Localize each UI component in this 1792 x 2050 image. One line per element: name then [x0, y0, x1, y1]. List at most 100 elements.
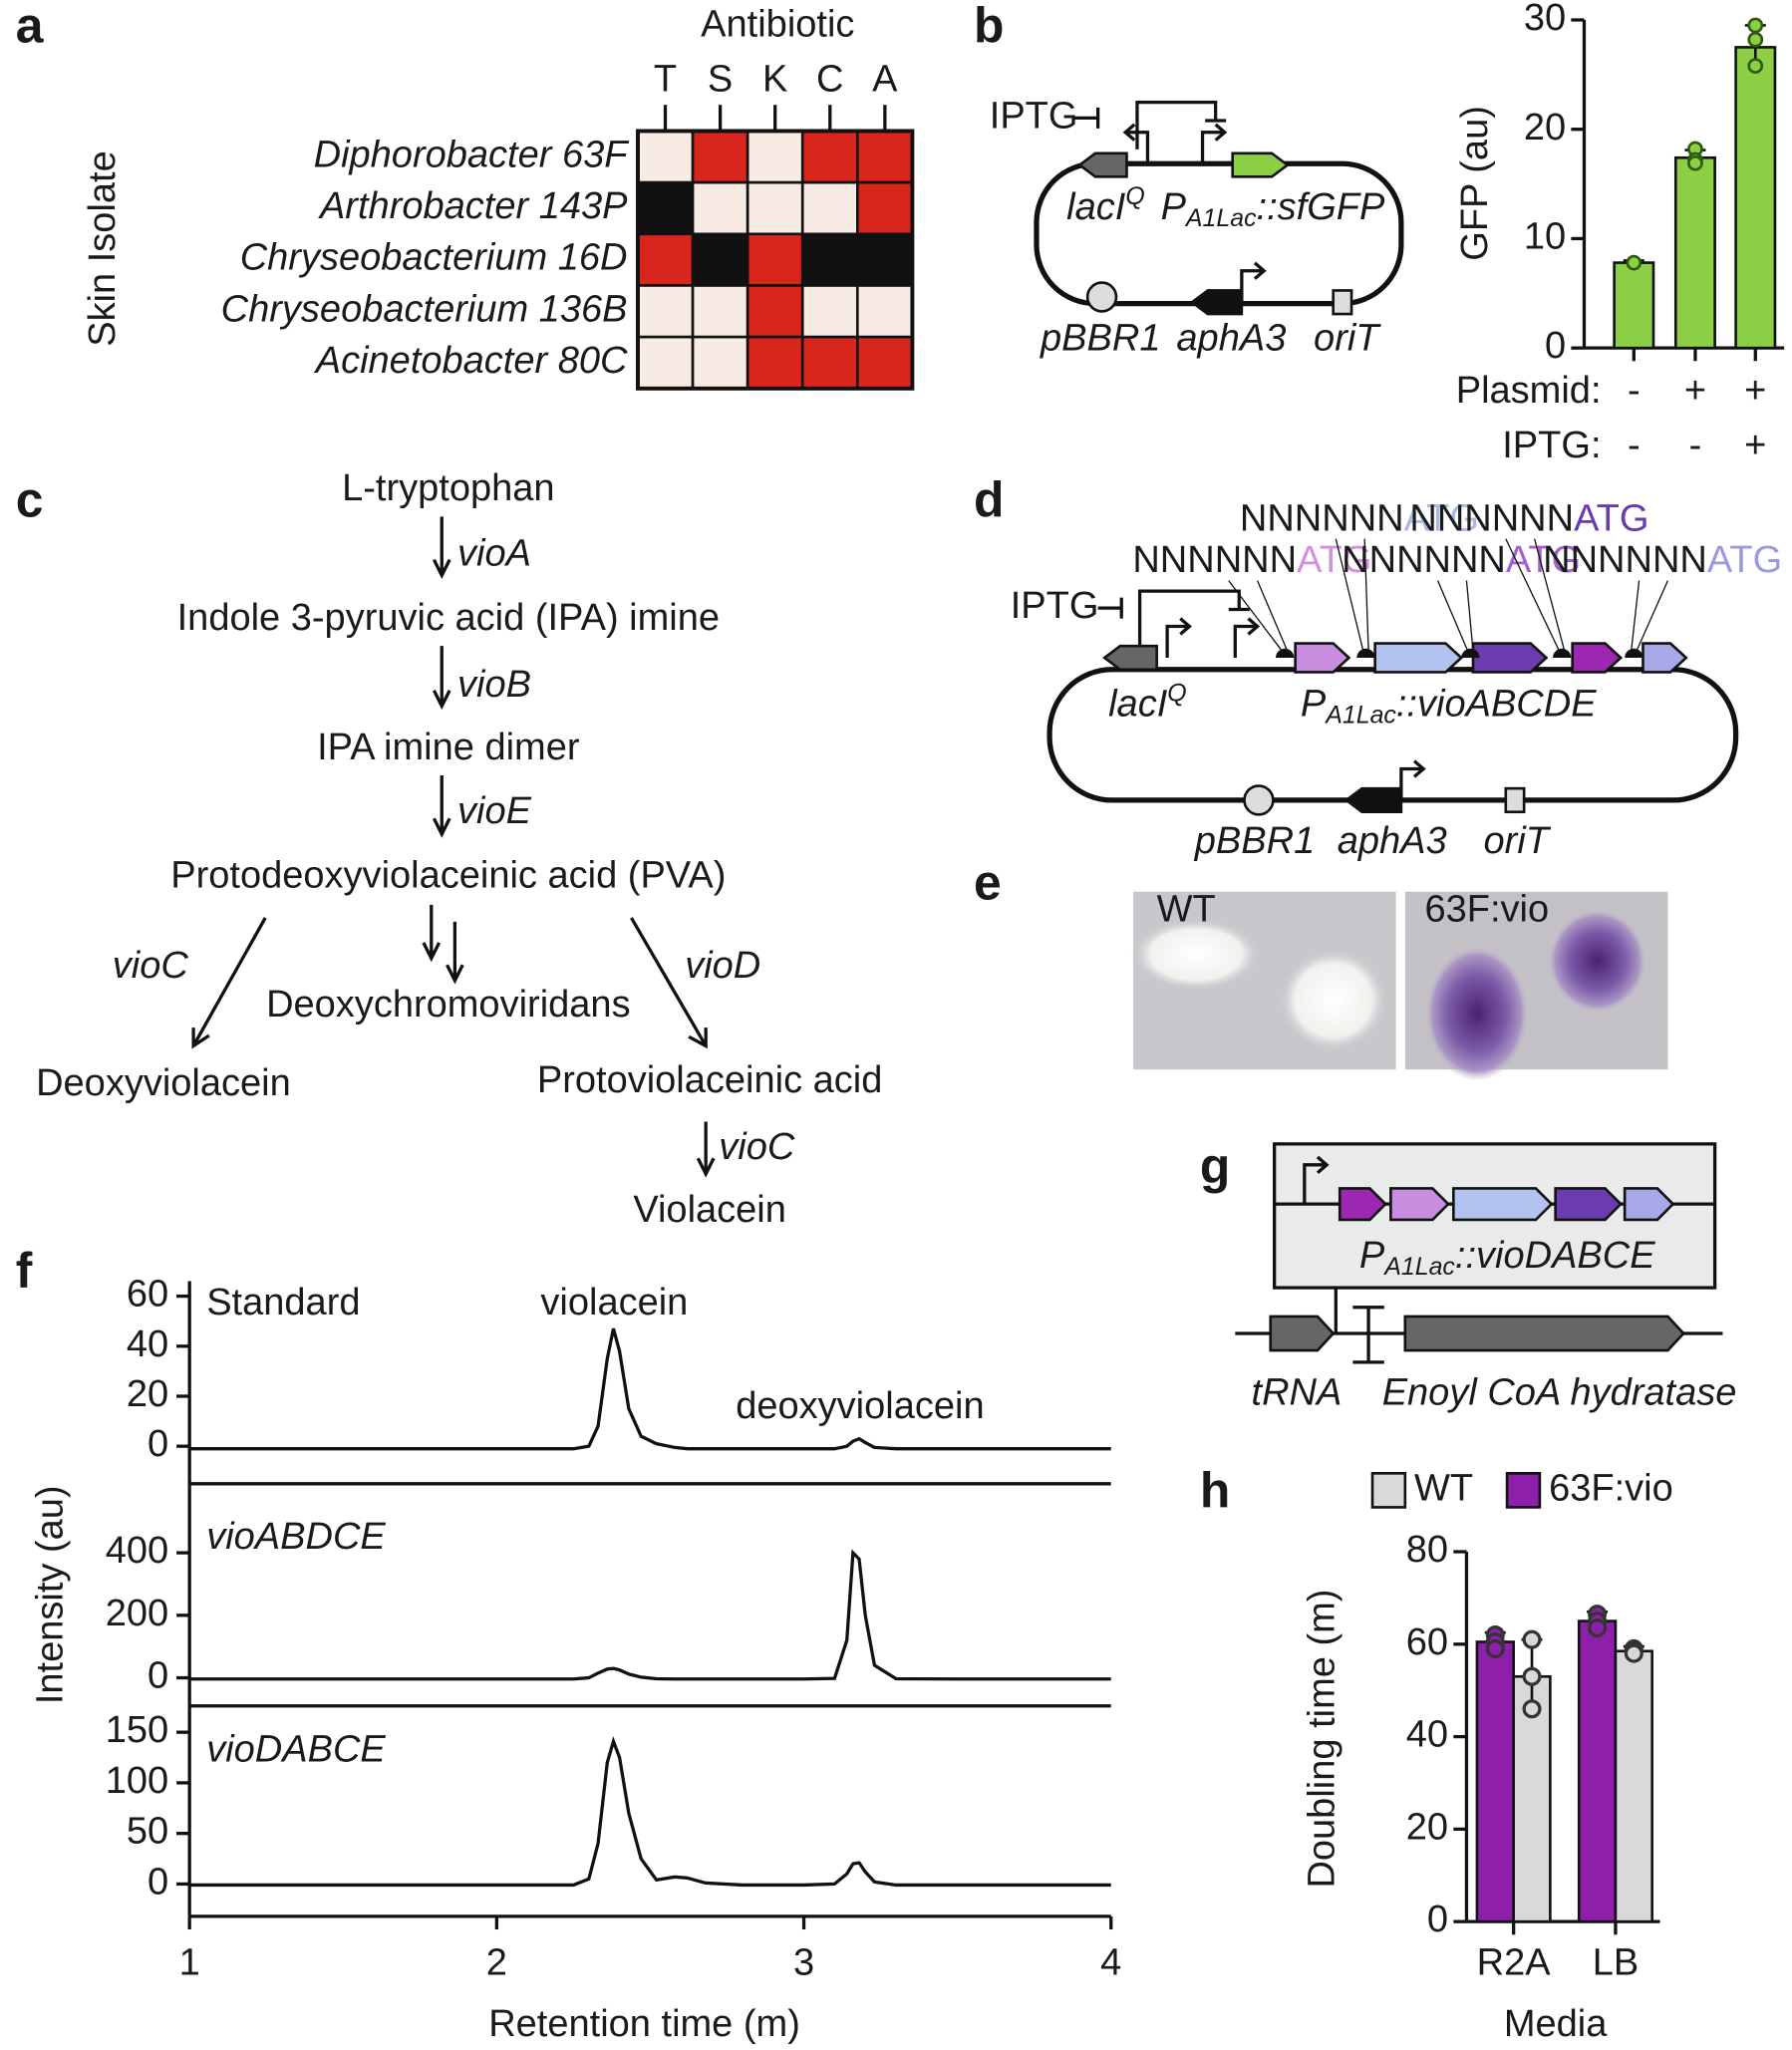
operon-gene: [1294, 642, 1351, 674]
operon-gene: [1338, 1187, 1387, 1222]
heatmap-cell: [800, 180, 859, 236]
data-point: [1747, 58, 1764, 74]
heatmap-cell: [746, 180, 804, 236]
heatmap-cell: [856, 130, 914, 184]
panel-label: b: [974, 0, 1004, 53]
transfer-origin: [1504, 786, 1526, 814]
y-tick-label: 100: [106, 1760, 168, 1802]
promoter-label-part: A1Lac: [1324, 702, 1396, 730]
repressor-label-part: lacI: [1108, 684, 1168, 726]
heatmap-cell: [800, 130, 859, 184]
row-label: Chryseobacterium 136B: [221, 288, 628, 330]
enzyme: vioA: [457, 533, 531, 575]
heatmap-cell: [691, 130, 749, 184]
origin-label: pBBR1: [1194, 820, 1315, 862]
y-tick-label: 20: [127, 1373, 168, 1415]
heatmap-cell: [746, 335, 804, 391]
compound: L-tryptophan: [342, 467, 554, 509]
rbs-callout: [1465, 580, 1474, 652]
y-axis-label: Doubling time (m): [1302, 1590, 1344, 1889]
data-point: [1522, 1666, 1542, 1686]
panel-label: a: [16, 0, 45, 53]
y-tick-label: 10: [1524, 215, 1566, 257]
terminator: [1352, 1306, 1384, 1364]
bar: [1475, 1640, 1515, 1923]
rbs-label: NNNNNNATG: [1240, 497, 1479, 539]
reaction-arrow: [432, 516, 451, 580]
inducer-label: IPTG: [990, 95, 1078, 137]
panel-label: f: [16, 1243, 33, 1299]
promoter-label-part: P: [1161, 186, 1187, 228]
rbs-label: NNNNNNATG: [1543, 539, 1782, 581]
data-point: [1624, 1643, 1643, 1663]
rbs-start: ATG: [1574, 497, 1648, 539]
enzyme: vioB: [457, 664, 531, 706]
column-label: A: [872, 59, 898, 101]
compound: Indole 3-pyruvic acid (IPA) imine: [177, 597, 720, 639]
y-tick-label: 30: [1524, 0, 1566, 39]
x-tick-label: 4: [1100, 1941, 1121, 1983]
rbs-callout: [1636, 580, 1669, 652]
gene-label: Enoyl CoA hydratase: [1382, 1372, 1737, 1414]
repressor-label: lacIQ: [1066, 182, 1145, 228]
operon-gene: [1373, 642, 1464, 674]
y-tick-label: 80: [1406, 1529, 1448, 1571]
promoter-label-part: ::sfGFP: [1257, 186, 1385, 228]
repressor-label: lacIQ: [1108, 679, 1187, 725]
promoter-label: PA1Lac::vioABCDE: [1301, 684, 1597, 730]
heatmap-cell: [856, 232, 914, 287]
compound: Violacein: [633, 1189, 786, 1231]
legend-label: 63F:vio: [1549, 1467, 1673, 1509]
x-tick-label: 3: [793, 1941, 814, 1983]
annotation: violacein: [540, 1282, 688, 1323]
y-tick-label: 200: [106, 1593, 168, 1634]
x-row-value: +: [1684, 370, 1706, 412]
heatmap-cell: [800, 335, 859, 391]
rbs: [1553, 648, 1572, 658]
enzyme: vioC: [113, 945, 189, 987]
resistance-label: aphA3: [1176, 317, 1286, 359]
heatmap-y-label: Skin Isolate: [82, 150, 124, 347]
row-label: Arthrobacter 143P: [318, 185, 628, 227]
y-tick-label: 0: [1427, 1899, 1448, 1940]
regulation-line: [1137, 589, 1250, 655]
operon-gene: [1452, 1187, 1554, 1222]
colony: [1547, 908, 1647, 1014]
panel-label: h: [1200, 1462, 1230, 1518]
colony: [1130, 917, 1262, 992]
rbs-callout: [1228, 580, 1284, 652]
rbs: [1625, 648, 1643, 658]
resistance-gene: [1344, 786, 1403, 814]
transfer-label: oriT: [1484, 820, 1552, 862]
y-tick-label: 40: [127, 1323, 168, 1365]
panel-name: vioDABCE: [206, 1729, 386, 1771]
rbs-callout: [1534, 538, 1566, 652]
promoter: [1240, 261, 1267, 303]
origin: [1085, 281, 1118, 313]
promoter-label: PA1Lac::vioDABCE: [1359, 1235, 1655, 1281]
data-point: [1522, 1699, 1542, 1719]
data-point: [1687, 154, 1703, 171]
y-tick-label: 20: [1406, 1806, 1448, 1848]
rbs-label: NNNNNNATG: [1409, 497, 1648, 539]
row-label: Acinetobacter 80C: [314, 340, 628, 382]
rbs-spacer: NNNNNN: [1132, 539, 1297, 581]
bar: [1734, 46, 1777, 350]
y-tick-label: 400: [106, 1530, 168, 1572]
rbs-callout: [1505, 538, 1561, 652]
x-row-value: -: [1628, 425, 1641, 466]
repressor-label-part: lacI: [1066, 186, 1126, 228]
heatmap-cell: [856, 284, 914, 339]
y-axis-label: GFP (au): [1454, 106, 1496, 261]
promoter: [1165, 617, 1192, 658]
compound: Deoxychromoviridans: [266, 984, 631, 1025]
operon-gene: [1642, 642, 1688, 674]
rbs-spacer: NNNNNN: [1409, 497, 1574, 539]
rbs-start: ATG: [1297, 539, 1371, 581]
x-tick-label: LB: [1593, 1941, 1640, 1983]
compound: Deoxyviolacein: [36, 1062, 291, 1104]
repressor-gene: [1101, 644, 1158, 672]
reporter-gene: [1231, 151, 1290, 178]
photo-label: WT: [1157, 888, 1216, 930]
